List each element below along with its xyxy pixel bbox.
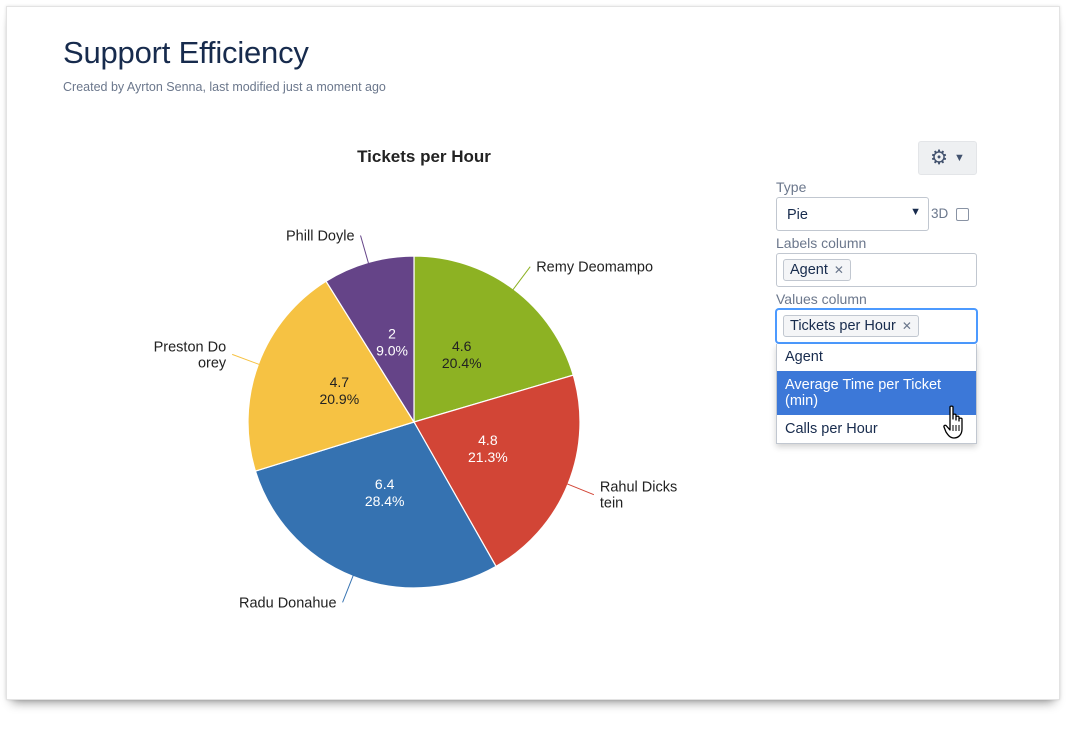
slice-category-label: Preston Do — [154, 339, 227, 355]
slice-category-label: Phill Doyle — [286, 229, 355, 245]
page-title: Support Efficiency — [63, 35, 309, 70]
values-column-chip: Tickets per Hour ✕ — [783, 315, 919, 337]
slice-category-label: Rahul Dicks — [600, 480, 677, 496]
threed-checkbox[interactable] — [956, 208, 969, 221]
slice-percent-label: 20.9% — [319, 391, 359, 407]
slice-leader-line — [360, 235, 370, 265]
slice-percent-label: 21.3% — [468, 449, 508, 465]
slice-value-label: 6.4 — [375, 476, 395, 492]
values-column-dropdown: Agent Average Time per Ticket (min) Call… — [776, 344, 977, 444]
slice-category-label: orey — [198, 355, 227, 371]
type-select[interactable]: Pie ▼ — [776, 197, 929, 231]
slice-leader-line — [342, 574, 355, 603]
page-byline: Created by Ayrton Senna, last modified j… — [63, 80, 386, 94]
page-card: Support Efficiency Created by Ayrton Sen… — [6, 6, 1060, 700]
hand-cursor-icon — [943, 405, 963, 439]
slice-category-label: Remy Deomampo — [536, 260, 653, 276]
slice-category-label: Radu Donahue — [239, 595, 337, 611]
values-column-label: Values column — [776, 291, 867, 307]
threed-label: 3D — [931, 206, 949, 221]
slice-value-label: 4.8 — [478, 432, 498, 448]
slice-value-label: 4.6 — [452, 338, 472, 354]
slice-percent-label: 28.4% — [365, 493, 405, 509]
slice-value-label: 4.7 — [330, 374, 350, 390]
labels-column-label: Labels column — [776, 235, 867, 251]
pie-chart-svg: Tickets per Hour 4.620.4% Remy Deomampo 4.… — [154, 147, 678, 611]
slice-leader-line — [511, 266, 531, 291]
chart-settings-button[interactable]: ⚙ ▼ — [918, 141, 977, 175]
slice-leader-line — [565, 482, 595, 496]
remove-chip-icon[interactable]: ✕ — [833, 263, 844, 277]
type-select-value: Pie — [787, 207, 808, 223]
slice-percent-label: 9.0% — [376, 342, 408, 358]
chart-title: Tickets per Hour — [357, 147, 491, 166]
dropdown-arrow-icon: ▼ — [910, 206, 921, 218]
dropdown-option-agent[interactable]: Agent — [785, 349, 823, 365]
labels-column-chip-text: Agent — [790, 262, 828, 278]
slice-value-label: 2 — [388, 325, 396, 341]
values-column-input[interactable]: Tickets per Hour ✕ — [776, 309, 977, 343]
dropdown-option-calls-per-hour[interactable]: Calls per Hour — [785, 421, 878, 437]
chevron-down-icon: ▼ — [954, 152, 965, 164]
values-column-chip-text: Tickets per Hour — [790, 318, 896, 334]
slice-percent-label: 20.4% — [442, 355, 482, 371]
type-label: Type — [776, 179, 807, 195]
slice-category-label: tein — [600, 496, 623, 512]
slice-leader-line — [231, 353, 261, 366]
remove-chip-icon[interactable]: ✕ — [901, 319, 912, 333]
labels-column-chip: Agent ✕ — [783, 259, 851, 281]
gear-icon: ⚙ — [930, 147, 949, 169]
pie-chart: Tickets per Hour 4.6 20.4% Remy Deomampo 4.… — [7, 7, 767, 701]
labels-column-input[interactable]: Agent ✕ — [776, 253, 977, 287]
dropdown-option-average-time[interactable]: Average Time per Ticket (min) — [777, 371, 976, 415]
